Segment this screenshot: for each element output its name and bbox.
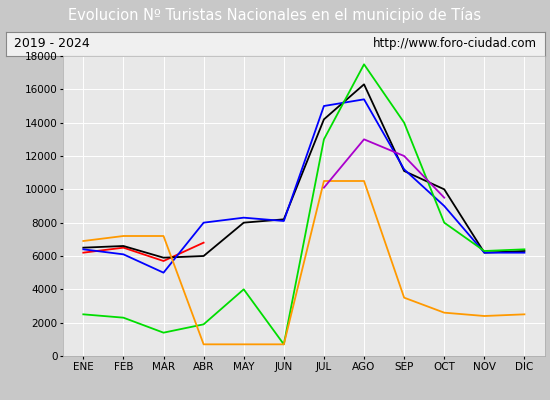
Text: Evolucion Nº Turistas Nacionales en el municipio de Tías: Evolucion Nº Turistas Nacionales en el m… — [68, 7, 482, 23]
Text: 2019 - 2024: 2019 - 2024 — [14, 38, 89, 50]
Text: http://www.foro-ciudad.com: http://www.foro-ciudad.com — [372, 38, 536, 50]
